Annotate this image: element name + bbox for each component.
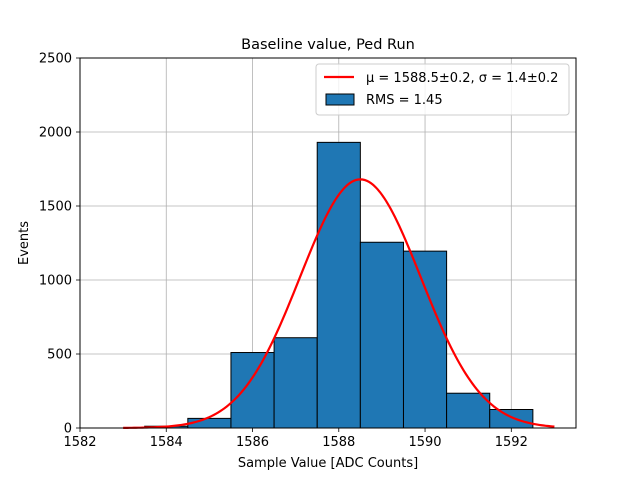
histogram-bar	[359, 241, 404, 429]
x-tick-label: 1584	[150, 435, 183, 450]
y-tick-label: 500	[47, 348, 72, 363]
legend-hist-swatch	[325, 93, 355, 106]
legend: μ = 1588.5±0.2, σ = 1.4±0.2 RMS = 1.45	[315, 63, 570, 116]
plot-frame	[79, 57, 577, 429]
y-tick-label: 0	[64, 422, 72, 437]
y-tick-label: 1500	[39, 200, 72, 215]
y-tick-label: 1000	[39, 274, 72, 289]
histogram-bar	[316, 141, 361, 429]
legend-hist-label: RMS = 1.45	[366, 93, 443, 108]
histogram-bars	[144, 141, 534, 429]
histogram-bar	[446, 392, 491, 429]
histogram-bar	[273, 337, 318, 429]
x-tick-label: 1582	[63, 435, 96, 450]
y-tick-label: 2000	[39, 126, 72, 141]
legend-box	[315, 63, 570, 116]
x-tick-label: 1592	[495, 435, 528, 450]
x-axis-label: Sample Value [ADC Counts]	[238, 456, 418, 471]
x-axis-ticks: 1582 1584 1586 1588 1590 1592	[63, 428, 528, 450]
y-tick-label: 2500	[39, 52, 72, 67]
gaussian-fit-curve	[123, 178, 555, 429]
y-axis-label: Events	[17, 221, 32, 265]
chart-title: Baseline value, Ped Run	[241, 37, 415, 53]
histogram-bar	[402, 250, 448, 429]
legend-fit-label: μ = 1588.5±0.2, σ = 1.4±0.2	[366, 71, 558, 86]
x-tick-label: 1588	[322, 435, 355, 450]
histogram-bar	[489, 409, 534, 429]
x-tick-label: 1590	[408, 435, 441, 450]
x-tick-label: 1586	[236, 435, 269, 450]
histogram-bar	[230, 352, 275, 429]
y-axis-ticks: 0 500 1000 1500 2000 2500	[39, 52, 80, 437]
